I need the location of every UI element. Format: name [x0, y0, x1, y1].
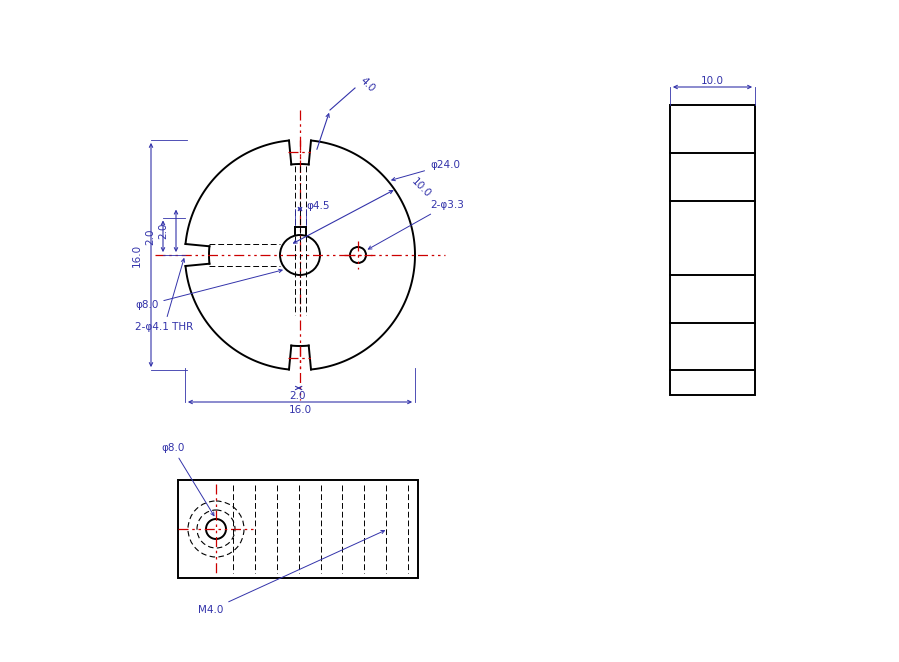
Text: φ8.0: φ8.0 [161, 443, 214, 516]
Text: 4.0: 4.0 [358, 75, 377, 95]
Text: 10.0: 10.0 [701, 76, 724, 86]
Text: 2.0: 2.0 [158, 222, 168, 239]
Bar [670, 105, 755, 395]
Text: 2.0: 2.0 [145, 228, 155, 244]
Text: 10.0: 10.0 [409, 176, 432, 199]
Bar [178, 480, 418, 578]
Text: φ24.0: φ24.0 [392, 160, 460, 181]
Text: 2-φ4.1 THR: 2-φ4.1 THR [135, 259, 193, 332]
Text: 16.0: 16.0 [132, 244, 142, 267]
Text: φ8.0: φ8.0 [135, 269, 282, 310]
Text: 16.0: 16.0 [289, 405, 312, 415]
Text: 2-φ3.3: 2-φ3.3 [369, 200, 464, 249]
Text: φ4.5: φ4.5 [307, 201, 330, 211]
Text: 2.0: 2.0 [289, 391, 306, 401]
Text: M4.0: M4.0 [198, 530, 385, 615]
